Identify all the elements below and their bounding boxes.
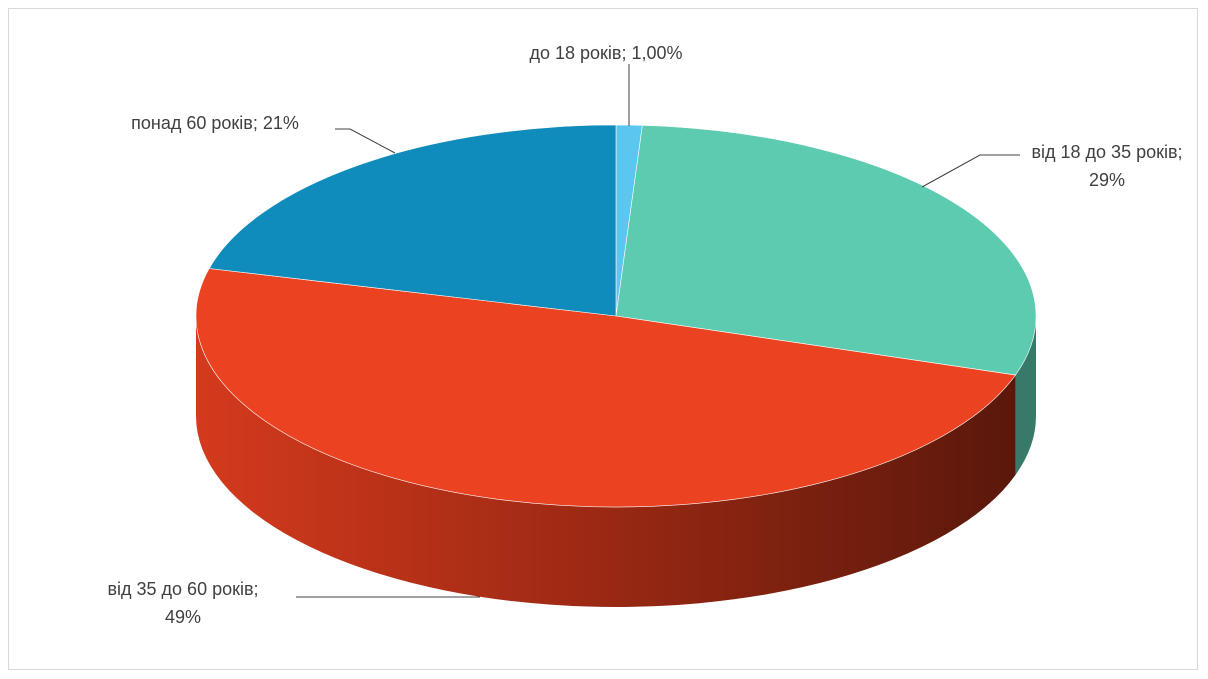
pie-slice-3 (195, 268, 1016, 508)
pie-slice-2 (615, 125, 1037, 376)
leader-line-2 (921, 154, 1020, 188)
leader-lines (296, 64, 1020, 598)
pie-side-3 (196, 316, 1016, 607)
data-label-1: до 18 років; 1,00% (529, 43, 682, 63)
data-label-value-3: 49% (165, 607, 201, 627)
leader-line-4 (335, 128, 396, 154)
data-label-3: від 35 до 60 років; (107, 579, 258, 599)
pie-side-walls (196, 316, 1036, 607)
pie-slices (195, 124, 1037, 508)
pie-slice-4 (208, 124, 617, 317)
data-label-2: від 18 до 35 років; (1031, 142, 1182, 162)
data-label-value-2: 29% (1089, 170, 1125, 190)
data-labels: до 18 років; 1,00% від 18 до 35 років; 29%… (107, 43, 1182, 627)
pie-side-2 (1015, 316, 1036, 476)
data-label-4: понад 60 років; 21% (131, 113, 299, 133)
